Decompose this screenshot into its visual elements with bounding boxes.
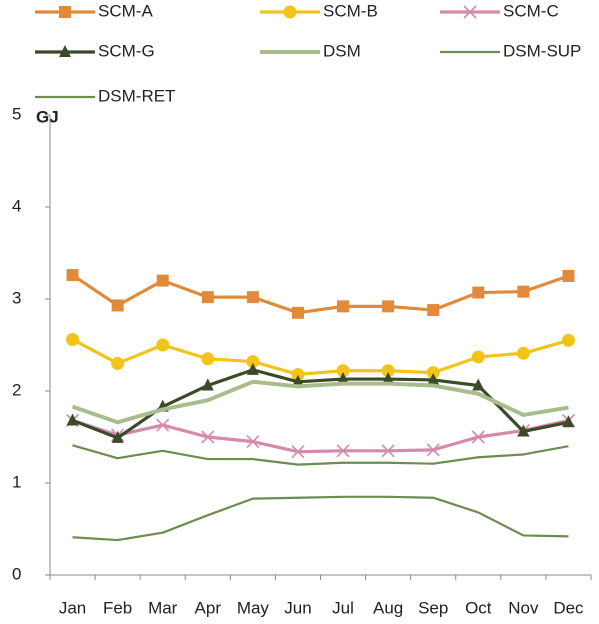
marker — [471, 430, 485, 444]
marker — [516, 346, 530, 360]
marker — [561, 333, 575, 347]
marker — [426, 366, 440, 380]
marker — [427, 372, 440, 385]
x-tick-label: Oct — [465, 598, 492, 617]
marker — [427, 304, 440, 317]
marker — [201, 352, 215, 366]
x-tick-label: May — [237, 598, 270, 617]
y-tick-label: 0 — [12, 564, 21, 583]
legend-label: SCM-G — [98, 41, 155, 60]
marker — [156, 418, 170, 432]
legend-label: SCM-C — [503, 1, 559, 20]
marker — [381, 444, 395, 458]
marker — [66, 269, 79, 282]
y-tick-label: 1 — [12, 472, 21, 491]
marker — [246, 435, 260, 449]
marker — [472, 378, 485, 391]
marker — [517, 285, 530, 298]
marker — [156, 274, 169, 287]
x-tick-label: Jul — [332, 598, 354, 617]
marker — [337, 372, 350, 385]
x-tick-label: Apr — [195, 598, 222, 617]
y-tick-label: 2 — [12, 380, 21, 399]
marker — [291, 306, 304, 319]
marker — [562, 415, 575, 428]
legend-label: DSM-RET — [98, 86, 175, 105]
marker — [463, 5, 477, 19]
x-tick-label: Feb — [103, 598, 132, 617]
legend-label: DSM — [323, 41, 361, 60]
marker — [201, 291, 214, 304]
series-line — [72, 418, 569, 454]
marker — [517, 424, 530, 437]
marker — [336, 444, 350, 458]
marker — [337, 300, 350, 313]
marker — [283, 5, 297, 19]
x-tick-label: Mar — [148, 598, 178, 617]
marker — [246, 291, 259, 304]
marker — [201, 430, 215, 444]
marker — [382, 300, 395, 313]
legend-label: SCM-B — [323, 1, 378, 20]
marker — [426, 443, 440, 457]
marker — [382, 372, 395, 385]
marker — [336, 364, 350, 378]
marker — [471, 350, 485, 364]
marker — [562, 270, 575, 282]
series-line — [71, 379, 569, 425]
marker — [291, 374, 304, 387]
marker — [381, 364, 395, 378]
marker — [59, 6, 71, 18]
marker — [59, 45, 71, 57]
legend-label: SCM-A — [98, 1, 153, 20]
marker — [111, 356, 125, 370]
marker — [111, 299, 124, 312]
marker — [201, 378, 214, 391]
legend-label: DSM-SUP — [503, 41, 581, 60]
marker — [472, 286, 485, 299]
y-tick-label: 3 — [12, 288, 21, 307]
marker — [246, 362, 259, 375]
marker — [291, 367, 305, 381]
x-tick-label: Jun — [284, 598, 311, 617]
y-tick-label: 4 — [12, 196, 21, 215]
marker — [111, 430, 124, 443]
x-tick-label: Nov — [508, 598, 539, 617]
marker — [246, 355, 260, 369]
marker — [156, 338, 170, 352]
marker — [66, 413, 79, 426]
y-tick-label: 5 — [12, 104, 21, 123]
y-axis-unit: GJ — [36, 107, 59, 126]
series-line — [72, 444, 569, 466]
series-line — [71, 273, 569, 315]
series-line — [72, 495, 569, 542]
x-tick-label: Sep — [418, 598, 448, 617]
marker — [66, 332, 80, 346]
x-tick-label: Dec — [553, 598, 584, 617]
series-line — [71, 338, 569, 377]
marker — [291, 445, 305, 459]
x-tick-label: Aug — [373, 598, 403, 617]
x-tick-label: Jan — [59, 598, 86, 617]
